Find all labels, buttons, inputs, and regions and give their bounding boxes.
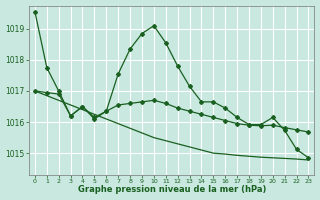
- X-axis label: Graphe pression niveau de la mer (hPa): Graphe pression niveau de la mer (hPa): [77, 185, 266, 194]
